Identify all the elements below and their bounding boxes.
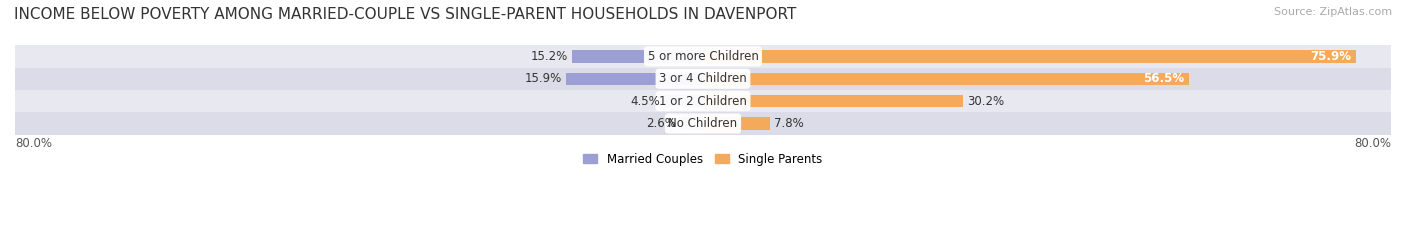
Bar (681, 117, 703, 130)
Text: 15.9%: 15.9% (524, 72, 562, 85)
Legend: Married Couples, Single Parents: Married Couples, Single Parents (579, 148, 827, 171)
Text: 80.0%: 80.0% (15, 137, 52, 150)
Text: 2.6%: 2.6% (647, 117, 676, 130)
Text: 7.8%: 7.8% (775, 117, 804, 130)
Text: Source: ZipAtlas.com: Source: ZipAtlas.com (1274, 7, 1392, 17)
Bar (567, 73, 703, 85)
Text: 15.2%: 15.2% (530, 50, 568, 63)
Bar (15, 68, 1391, 90)
Bar (15, 112, 1391, 135)
Bar (15, 45, 1391, 68)
Text: 75.9%: 75.9% (1310, 50, 1351, 63)
Text: 80.0%: 80.0% (1354, 137, 1391, 150)
Bar (15, 90, 1391, 112)
Text: 3 or 4 Children: 3 or 4 Children (659, 72, 747, 85)
Text: 1 or 2 Children: 1 or 2 Children (659, 95, 747, 108)
Text: 4.5%: 4.5% (630, 95, 659, 108)
Text: 56.5%: 56.5% (1143, 72, 1185, 85)
Bar (664, 95, 703, 107)
Bar (703, 95, 963, 107)
Text: INCOME BELOW POVERTY AMONG MARRIED-COUPLE VS SINGLE-PARENT HOUSEHOLDS IN DAVENPO: INCOME BELOW POVERTY AMONG MARRIED-COUPL… (14, 7, 796, 22)
Text: No Children: No Children (668, 117, 738, 130)
Text: 30.2%: 30.2% (967, 95, 1004, 108)
Bar (703, 73, 1189, 85)
Bar (703, 117, 770, 130)
Bar (572, 50, 703, 62)
Bar (703, 50, 1355, 62)
Text: 5 or more Children: 5 or more Children (648, 50, 758, 63)
